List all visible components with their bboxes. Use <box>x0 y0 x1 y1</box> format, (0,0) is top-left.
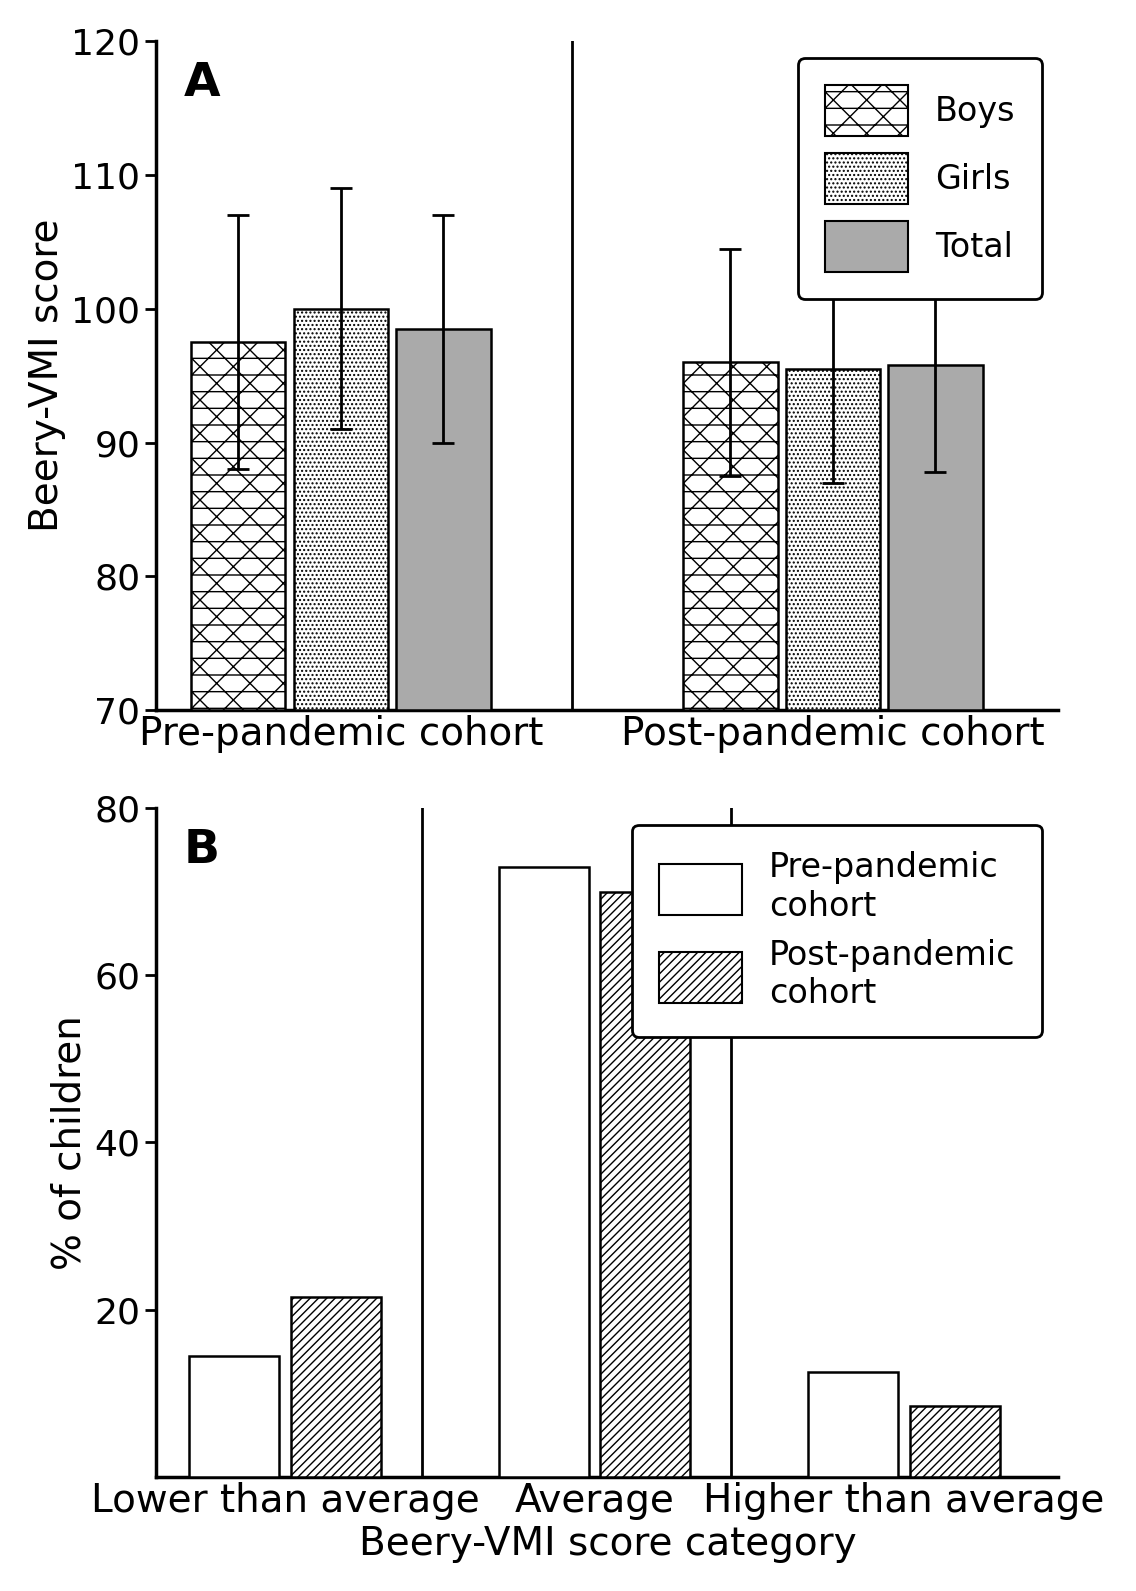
Bar <box>600 891 691 1476</box>
Bar <box>910 1406 1000 1476</box>
Bar <box>786 369 880 710</box>
Bar <box>888 364 983 710</box>
Text: A: A <box>183 62 220 107</box>
Bar <box>396 329 491 710</box>
Legend: Pre-pandemic
cohort, Post-pandemic
cohort: Pre-pandemic cohort, Post-pandemic cohor… <box>632 824 1042 1037</box>
X-axis label: Beery-VMI score category: Beery-VMI score category <box>359 1526 857 1564</box>
Bar <box>294 309 389 710</box>
Legend: Boys, Girls, Total: Boys, Girls, Total <box>797 57 1042 299</box>
Y-axis label: % of children: % of children <box>51 1015 89 1270</box>
Text: B: B <box>183 829 219 873</box>
Y-axis label: Beery-VMI score: Beery-VMI score <box>27 220 66 533</box>
Bar <box>683 363 777 710</box>
Bar <box>291 1297 382 1476</box>
Bar <box>808 1373 897 1476</box>
Bar <box>191 342 285 710</box>
Bar <box>499 867 588 1476</box>
Bar <box>190 1356 279 1476</box>
